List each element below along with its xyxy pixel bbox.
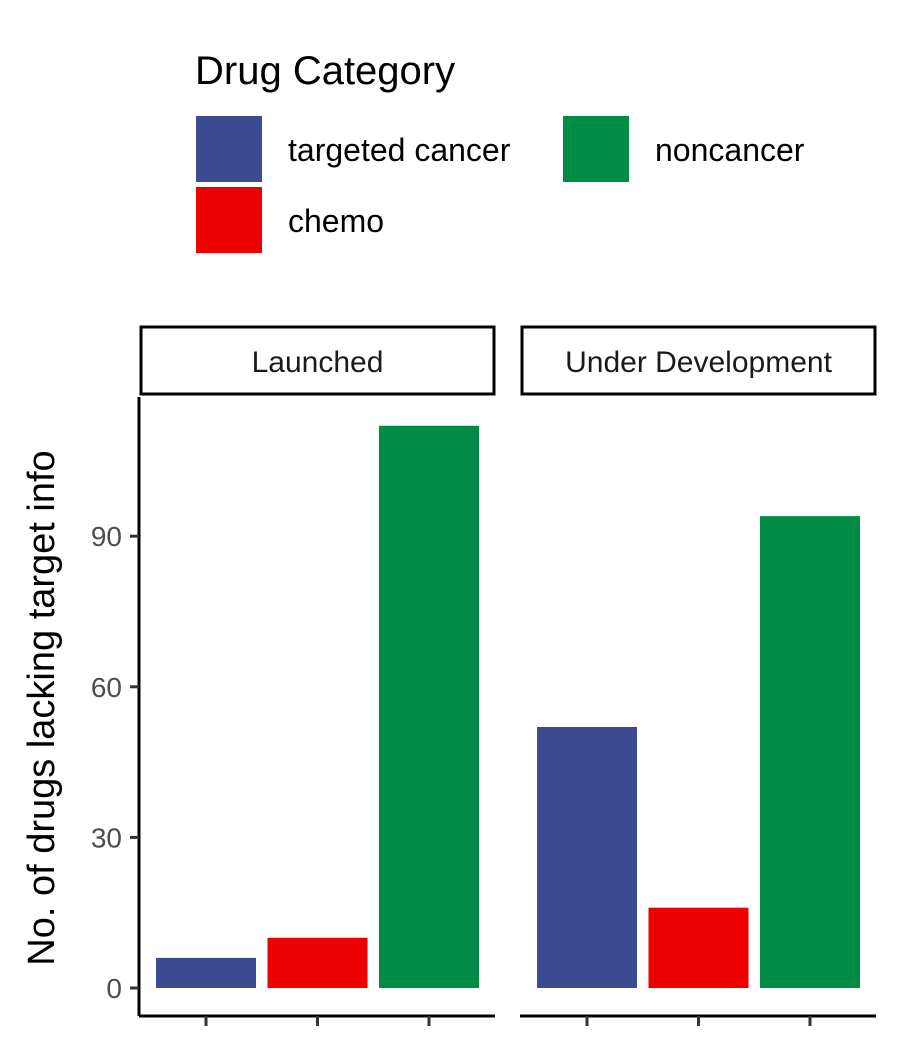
- y-axis-ticks: 0 30 60 90: [91, 521, 139, 1004]
- facet-strip-box-under-development: [520, 325, 877, 396]
- y-tick-label-0: 0: [106, 973, 122, 1004]
- legend-label-targeted-cancer: targeted cancer: [288, 132, 511, 168]
- bar-launched-noncancer: [379, 425, 479, 988]
- legend-label-chemo: chemo: [288, 203, 384, 239]
- bar-under-development-targeted-cancer: [537, 726, 637, 988]
- legend-item-targeted-cancer: targeted cancer: [196, 116, 511, 182]
- bar-under-development-chemo: [648, 907, 749, 988]
- bar-under-development-noncancer: [760, 516, 860, 988]
- x-axes: [139, 1014, 876, 1026]
- facet-strip-box-launched: [139, 325, 496, 396]
- y-tick-label-30: 30: [91, 822, 122, 853]
- y-axis-title: No. of drugs lacking target info: [21, 450, 63, 965]
- facet-strip-label-under-development: Under Development: [565, 346, 832, 379]
- bar-launched-targeted-cancer: [156, 957, 256, 988]
- legend-item-chemo: chemo: [196, 187, 384, 253]
- facet-strip-launched: Launched: [139, 325, 496, 396]
- legend-item-noncancer: noncancer: [563, 116, 805, 182]
- legend-label-noncancer: noncancer: [655, 132, 805, 168]
- y-tick-label-90: 90: [91, 521, 122, 552]
- y-tick-label-60: 60: [91, 672, 122, 703]
- facet-strip-label-launched: Launched: [252, 346, 384, 379]
- facet-strip-under-development: Under Development: [520, 325, 877, 396]
- bars: [156, 425, 860, 988]
- bar-launched-chemo: [267, 937, 368, 988]
- legend: Drug Category targeted cancer noncancer …: [195, 49, 805, 253]
- legend-swatch-chemo: [196, 187, 262, 253]
- legend-swatch-noncancer: [563, 116, 629, 182]
- legend-swatch-targeted-cancer: [196, 116, 262, 182]
- legend-title: Drug Category: [195, 49, 455, 93]
